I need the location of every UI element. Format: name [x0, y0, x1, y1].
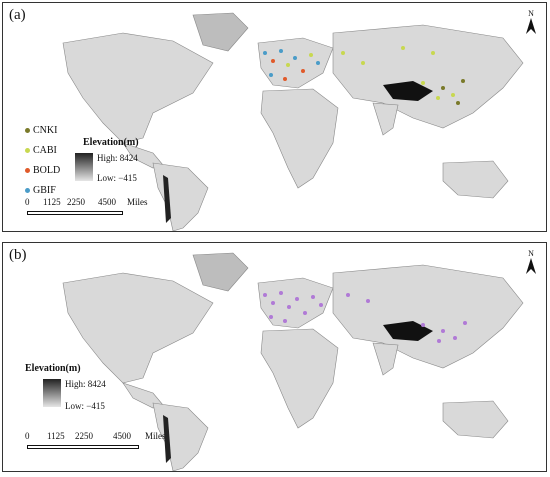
world-map — [62, 12, 524, 231]
scale-tick: 0 — [25, 431, 30, 441]
north-arrow: N — [524, 249, 538, 276]
elevation-low: Low: −415 — [65, 401, 105, 411]
elevation-high: High: 8424 — [97, 153, 138, 163]
scale-tick: 4500 — [113, 431, 131, 441]
legend-dot-icon — [25, 128, 30, 133]
elevation-high: High: 8424 — [65, 379, 106, 389]
occurrence-points — [263, 291, 467, 343]
world-map — [62, 252, 524, 471]
legend-dot-icon — [25, 168, 30, 173]
north-arrow-icon — [526, 258, 536, 274]
scale-unit: Miles — [127, 197, 148, 207]
scale-tick: 1125 — [47, 431, 65, 441]
scale-tick: 4500 — [98, 197, 116, 207]
scale-tick: 2250 — [67, 197, 85, 207]
map-panel-b: (b) N Elevation(m) High: 8424 Low: −415 … — [2, 242, 547, 472]
north-arrow-icon — [526, 18, 536, 34]
north-arrow: N — [524, 9, 538, 36]
legend-gbif: GBIF — [25, 185, 56, 196]
legend-dot-icon — [25, 148, 30, 153]
elevation-low: Low: −415 — [97, 173, 137, 183]
panel-label: (a) — [9, 7, 26, 23]
map-panel-a: (a) N CNKI CABI BOLD GBIF Elevation(m) H… — [2, 2, 547, 232]
north-letter: N — [528, 249, 534, 258]
scale-bar — [27, 211, 123, 215]
scale-tick: 2250 — [75, 431, 93, 441]
scale-bar — [27, 445, 139, 449]
elevation-ramp — [75, 153, 93, 181]
scale-tick: 0 — [25, 197, 30, 207]
north-letter: N — [528, 9, 534, 18]
elevation-ramp — [43, 379, 61, 407]
occurrence-points — [263, 46, 465, 105]
panel-label: (b) — [9, 247, 27, 263]
legend-cnki: CNKI — [25, 125, 57, 136]
elevation-title: Elevation(m) — [83, 137, 139, 148]
elevation-title: Elevation(m) — [25, 363, 81, 374]
legend-cabi: CABI — [25, 145, 57, 156]
legend-dot-icon — [25, 188, 30, 193]
scale-unit: Miles — [145, 431, 166, 441]
scale-tick: 1125 — [43, 197, 61, 207]
legend-bold: BOLD — [25, 165, 60, 176]
